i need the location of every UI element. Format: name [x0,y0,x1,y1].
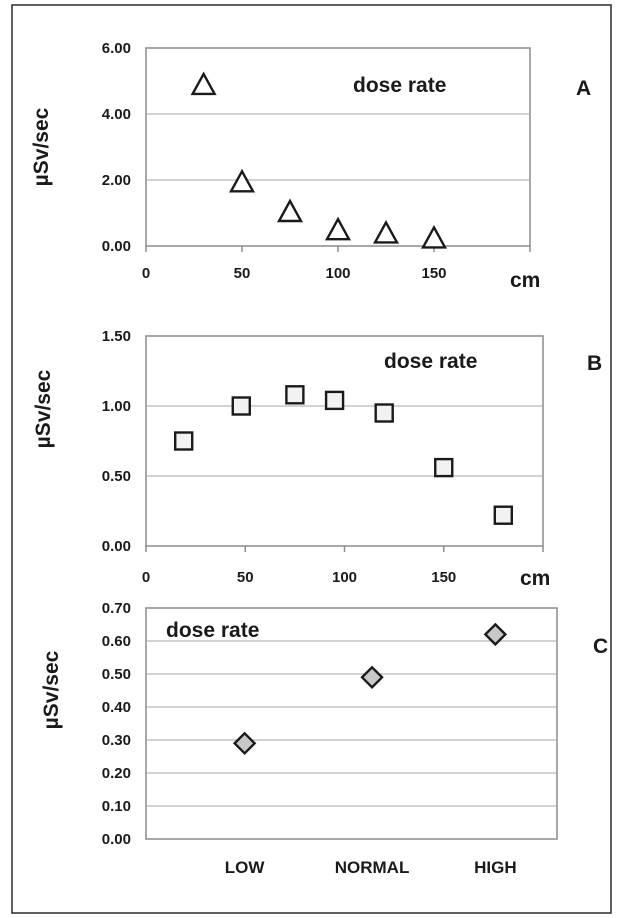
x-tick-label: 150 [431,569,456,586]
x-category-label: LOW [225,858,266,877]
x-axis-unit-label: cm [510,269,540,292]
y-tick-label: 0.10 [102,798,131,815]
data-point-square [174,431,194,451]
y-tick-label: 6.00 [102,40,131,57]
y-tick-label: 0.30 [102,732,131,749]
data-point-triangle [190,71,217,96]
y-axis-label: µSv/sec [32,369,55,448]
y-tick-label: 1.50 [102,328,131,345]
y-tick-label: 0.70 [102,600,131,617]
x-tick-label: 50 [234,265,251,282]
panel-letter: B [587,352,602,375]
y-tick-label: 1.00 [102,398,131,415]
y-tick-label: 0.00 [102,538,131,555]
x-tick-label: 150 [421,265,446,282]
data-point-triangle [420,224,448,249]
y-tick-label: 0.60 [102,633,131,650]
plot-area-frame [145,607,558,840]
x-tick-label: 0 [142,265,150,282]
x-category-label: NORMAL [335,858,410,877]
data-point-square [493,505,513,525]
x-tick-label: 100 [332,569,357,586]
data-point-square [285,385,305,405]
x-axis-unit-label: cm [520,567,550,590]
y-tick-label: 4.00 [102,106,131,123]
x-tick-label: 0 [142,569,150,586]
y-axis-label: µSv/sec [30,107,53,186]
y-axis-label: µSv/sec [40,650,63,729]
outer-frame [11,4,612,914]
y-tick-label: 0.20 [102,765,131,782]
chart-panel-c: 0.00 0.10 0.20 0.30 0.40 0.50 0.60 0.70 LOW NORMA… [40,600,608,877]
data-point-diamond [483,622,508,647]
series-label: dose rate [353,74,446,97]
data-point-triangle [324,216,352,241]
x-category-label: HIGH [474,858,517,877]
data-point-square [374,403,394,423]
panel-letter: C [593,635,608,658]
series-label: dose rate [384,350,477,373]
y-tick-label: 0.50 [102,666,131,683]
data-point-diamond [232,731,257,755]
data-point-triangle [276,198,304,223]
chart-panel-a: 0.00 2.00 4.00 6.00 0 50 100 150 cm µSv/sec dose r… [30,40,591,292]
y-tick-label: 0.40 [102,699,131,716]
x-tick-label: 100 [325,265,350,282]
chart-panel-b: 0.00 0.50 1.00 1.50 0 50 100 150 cm µSv/sec dose r… [32,328,602,590]
x-tick-label: 50 [237,569,254,586]
data-point-square [324,390,345,411]
data-point-square [231,396,251,416]
data-point-diamond [360,665,384,689]
y-tick-label: 0.00 [102,831,131,848]
y-tick-label: 0.50 [102,468,131,485]
data-point-square [434,457,454,478]
data-point-triangle [228,168,256,193]
data-point-triangle [372,219,400,244]
panel-letter: A [576,77,591,100]
series-label: dose rate [166,619,259,642]
y-tick-label: 2.00 [102,172,131,189]
y-tick-label: 0.00 [102,238,131,255]
